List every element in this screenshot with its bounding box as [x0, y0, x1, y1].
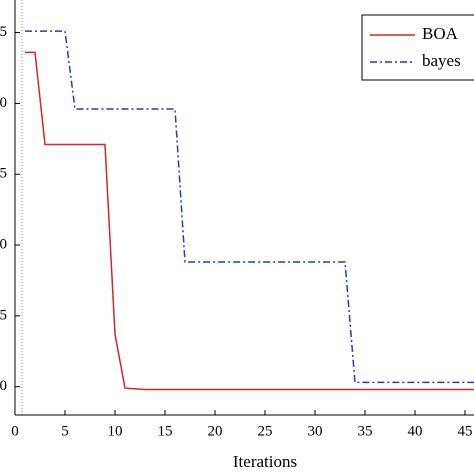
x-tick-label: 40: [408, 423, 423, 439]
y-tick-label: 0: [0, 236, 7, 252]
x-tick-label: 30: [308, 423, 323, 439]
y-tick-label: 0: [0, 95, 7, 111]
y-tick-label: 5: [0, 24, 7, 40]
legend-label: BOA: [422, 24, 459, 43]
x-tick-label: 10: [108, 423, 123, 439]
x-axis-label: Iterations: [233, 452, 297, 471]
y-tick-label: 5: [0, 166, 7, 182]
legend: [361, 14, 474, 81]
line-series: [25, 51, 474, 391]
x-tick-label: 35: [358, 423, 373, 439]
x-tick-label: 5: [61, 423, 69, 439]
y-tick-label: 5: [0, 307, 7, 323]
line-series: [25, 30, 474, 384]
x-tick-label: 0: [11, 423, 19, 439]
x-tick-label: 45: [458, 423, 473, 439]
legend-label: bayes: [422, 51, 461, 70]
x-tick-label: 25: [258, 423, 273, 439]
y-tick-label: 0: [0, 378, 7, 394]
x-tick-label: 20: [208, 423, 223, 439]
x-tick-label: 15: [158, 423, 173, 439]
